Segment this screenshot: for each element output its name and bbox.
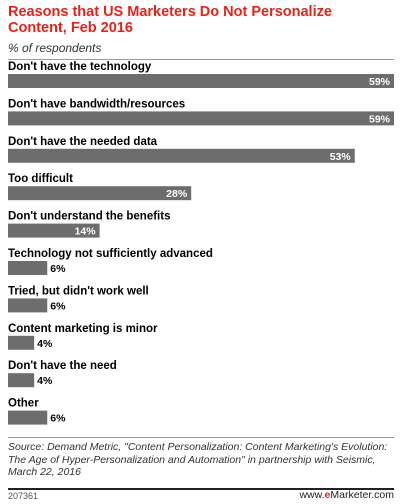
category-label: Don't understand the benefits [8,211,170,223]
bar [8,373,35,388]
category-label: Don't have bandwidth/resources [8,98,185,110]
bar [8,223,100,238]
logo-suffix: Marketer.com [330,489,394,501]
value-label: 53% [330,151,352,163]
bar [8,410,48,425]
logo-prefix: www. [299,489,325,501]
value-label: 4% [37,375,53,387]
emarketer-logo: www.eMarketer.com [299,489,394,501]
bar [8,111,394,126]
source-divider [8,437,394,438]
bar [8,335,35,350]
category-label: Content marketing is minor [8,323,158,335]
category-label: Too difficult [8,173,73,185]
category-label: Don't have the needed data [8,136,158,148]
value-label: 14% [75,226,97,238]
bar [8,261,48,275]
bar [8,148,355,163]
chart-subtitle: % of respondents [8,41,102,55]
bar [8,298,48,313]
category-label: Tried, but didn't work well [8,285,149,297]
category-label: Technology not sufficiently advanced [8,248,213,260]
value-label: 28% [166,188,188,200]
logo-brand-e: e [324,489,331,501]
bar [8,74,394,88]
source-note: Source: Demand Metric, "Content Personal… [8,441,388,478]
chart-id: 207361 [8,491,39,501]
bar [8,186,192,201]
category-label: Other [8,398,39,410]
value-label: 59% [369,113,391,125]
footer-divider [8,488,394,490]
top-divider [8,59,394,60]
value-label: 59% [369,76,391,88]
value-label: 4% [37,338,53,350]
chart-title: Reasons that US Marketers Do Not Persona… [8,4,332,36]
value-label: 6% [50,300,66,312]
category-label: Don't have the need [8,360,117,372]
value-label: 6% [50,263,66,275]
value-label: 6% [50,413,66,425]
category-label: Don't have the technology [8,61,152,73]
